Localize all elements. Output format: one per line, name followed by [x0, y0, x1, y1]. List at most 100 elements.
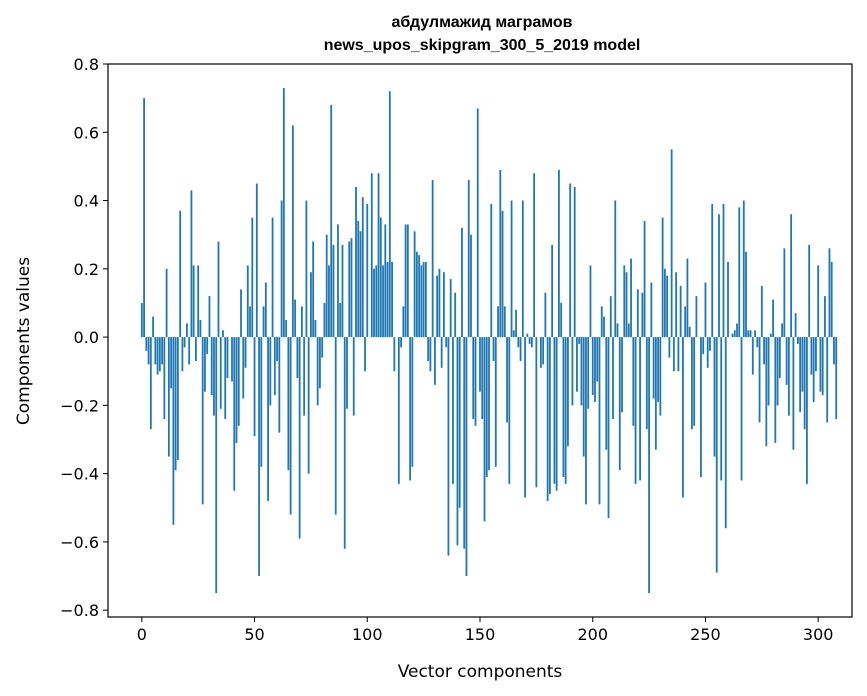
bar: [206, 337, 209, 355]
bar: [352, 337, 355, 416]
bar: [373, 268, 375, 338]
bar: [370, 173, 373, 338]
bar: [147, 337, 150, 365]
bar: [503, 306, 506, 338]
bar: [616, 323, 619, 338]
bar: [812, 337, 815, 402]
bar: [355, 186, 357, 338]
bar: [591, 337, 594, 396]
bar: [835, 337, 838, 420]
bar: [634, 337, 637, 484]
bar: [357, 221, 360, 338]
bar: [738, 207, 741, 338]
bar: [571, 337, 574, 406]
bar: [438, 268, 441, 338]
bar: [282, 87, 285, 338]
bar: [787, 337, 790, 416]
x-tick-label: 150: [465, 625, 496, 644]
bar: [751, 337, 754, 375]
bar: [668, 337, 671, 358]
bar: [465, 337, 468, 577]
bar: [623, 265, 626, 338]
bar: [630, 258, 632, 338]
bar: [244, 337, 247, 368]
bar: [650, 282, 653, 338]
x-tick-label: 100: [352, 625, 383, 644]
bar: [152, 316, 154, 338]
bar: [167, 337, 170, 457]
bar: [276, 337, 278, 361]
bar: [249, 306, 251, 338]
bar: [799, 337, 802, 413]
bar: [456, 337, 459, 546]
bar: [287, 337, 290, 471]
bar: [776, 337, 779, 406]
bar: [400, 337, 402, 348]
bar: [204, 337, 206, 392]
bar: [404, 224, 407, 338]
bar: [264, 282, 267, 338]
bar: [666, 275, 669, 338]
bar: [449, 279, 452, 338]
bar: [648, 337, 650, 594]
bar: [440, 337, 443, 368]
bar: [402, 306, 405, 338]
bar: [382, 265, 384, 338]
bar: [578, 337, 581, 344]
bar: [508, 337, 511, 484]
bar: [350, 238, 353, 338]
bar: [815, 337, 817, 372]
bar: [614, 200, 617, 338]
bar-series: [140, 87, 838, 594]
bar: [724, 337, 727, 529]
bar: [366, 203, 369, 338]
bar: [826, 337, 829, 423]
bar: [312, 241, 315, 338]
bar: [569, 183, 572, 338]
bar: [670, 149, 673, 338]
bar: [576, 337, 578, 392]
bar: [231, 337, 233, 382]
bar: [539, 337, 542, 368]
y-axis-label: Components values: [14, 257, 34, 425]
bar: [641, 292, 644, 338]
bar: [564, 337, 567, 484]
y-tick-label: 0.0: [74, 328, 99, 347]
bar: [551, 244, 554, 338]
bar: [391, 261, 393, 338]
bar: [492, 337, 495, 361]
bar: [291, 125, 294, 338]
bar: [819, 337, 822, 392]
y-tick-label: 0.2: [74, 260, 99, 279]
bar: [316, 337, 319, 406]
bar: [562, 337, 565, 478]
bar: [488, 337, 490, 471]
bar: [510, 200, 513, 338]
bar: [706, 337, 709, 368]
bar: [481, 337, 484, 420]
bar: [587, 337, 590, 409]
bar: [731, 333, 734, 338]
bar: [195, 337, 197, 361]
bar: [224, 337, 227, 420]
bar: [682, 337, 684, 498]
bar: [298, 337, 301, 539]
bar: [384, 224, 387, 338]
bar: [418, 255, 421, 338]
bar: [627, 323, 630, 338]
bar: [246, 265, 249, 338]
bar: [675, 272, 678, 338]
bar: [695, 296, 698, 338]
bar: [749, 330, 752, 338]
bar: [506, 337, 508, 423]
bar: [821, 337, 824, 396]
y-tick-label: 0.6: [74, 123, 99, 142]
bar: [548, 337, 551, 495]
x-tick-label: 50: [244, 625, 264, 644]
bar: [774, 337, 777, 443]
bar: [163, 337, 166, 420]
bar: [558, 169, 560, 338]
bar: [546, 337, 549, 501]
bar: [792, 337, 795, 450]
bar: [596, 337, 599, 382]
